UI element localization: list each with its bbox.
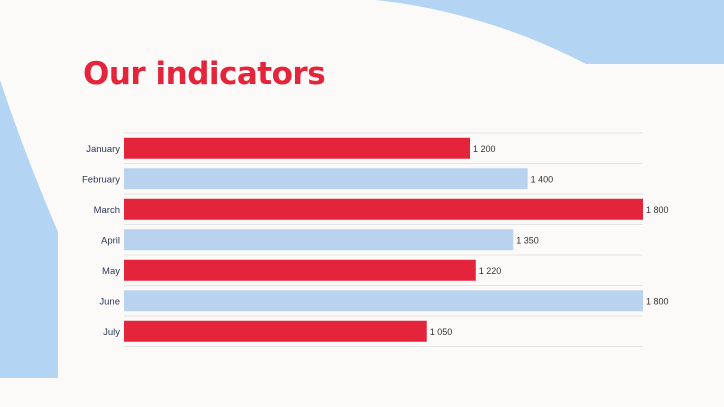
data-label: 1 400 — [531, 174, 554, 184]
bar-april — [124, 229, 514, 251]
data-label: 1 800 — [646, 296, 669, 306]
bar-may — [124, 259, 476, 281]
category-label: February — [82, 174, 120, 185]
left-blob — [0, 80, 58, 378]
data-label: 1 200 — [473, 144, 496, 154]
bar-july — [124, 320, 427, 342]
bar-june — [124, 290, 643, 312]
category-label: June — [99, 296, 120, 307]
category-label: March — [94, 205, 120, 216]
bar-chart: January 1 200 February 1 400 March 1 800 April… — [82, 132, 669, 347]
data-label: 1 050 — [430, 327, 453, 337]
category-label: April — [101, 235, 120, 246]
data-label: 1 350 — [516, 235, 539, 245]
bar-march — [124, 198, 643, 220]
top-right-blob — [376, 0, 724, 64]
bar-february — [124, 168, 528, 190]
category-label: July — [103, 327, 120, 338]
category-label: January — [86, 144, 120, 155]
data-label: 1 800 — [646, 205, 669, 215]
category-label: May — [102, 266, 120, 277]
page-title: Our indicators — [83, 56, 326, 92]
data-label: 1 220 — [479, 266, 502, 276]
bar-january — [124, 137, 470, 159]
